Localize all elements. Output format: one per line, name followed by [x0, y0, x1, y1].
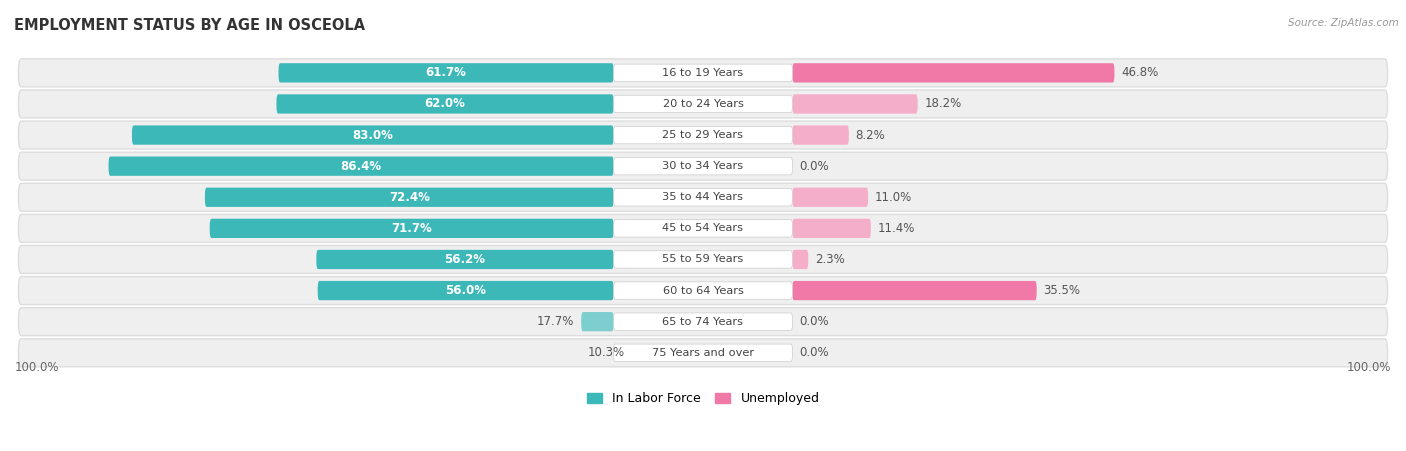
Text: 2.3%: 2.3%	[815, 253, 845, 266]
FancyBboxPatch shape	[613, 189, 793, 206]
FancyBboxPatch shape	[209, 219, 613, 238]
FancyBboxPatch shape	[793, 219, 870, 238]
FancyBboxPatch shape	[793, 250, 808, 269]
FancyBboxPatch shape	[18, 308, 1388, 336]
Text: 46.8%: 46.8%	[1122, 66, 1159, 79]
FancyBboxPatch shape	[108, 156, 613, 176]
Legend: In Labor Force, Unemployed: In Labor Force, Unemployed	[582, 387, 824, 410]
FancyBboxPatch shape	[613, 126, 793, 144]
FancyBboxPatch shape	[793, 63, 1115, 83]
Text: 0.0%: 0.0%	[800, 315, 830, 328]
FancyBboxPatch shape	[793, 94, 918, 114]
FancyBboxPatch shape	[316, 250, 613, 269]
Text: 16 to 19 Years: 16 to 19 Years	[662, 68, 744, 78]
FancyBboxPatch shape	[18, 152, 1388, 180]
FancyBboxPatch shape	[132, 125, 613, 145]
FancyBboxPatch shape	[277, 94, 613, 114]
FancyBboxPatch shape	[793, 125, 849, 145]
Text: 11.4%: 11.4%	[877, 222, 915, 235]
Text: 10.3%: 10.3%	[588, 346, 626, 359]
FancyBboxPatch shape	[613, 313, 793, 331]
FancyBboxPatch shape	[613, 282, 793, 299]
Text: 18.2%: 18.2%	[925, 97, 962, 110]
FancyBboxPatch shape	[18, 183, 1388, 211]
FancyBboxPatch shape	[613, 157, 793, 175]
Text: 25 to 29 Years: 25 to 29 Years	[662, 130, 744, 140]
FancyBboxPatch shape	[613, 95, 793, 113]
FancyBboxPatch shape	[613, 251, 793, 268]
Text: 11.0%: 11.0%	[875, 191, 912, 204]
Text: 83.0%: 83.0%	[353, 129, 394, 142]
Text: 45 to 54 Years: 45 to 54 Years	[662, 223, 744, 233]
Text: 72.4%: 72.4%	[389, 191, 430, 204]
FancyBboxPatch shape	[278, 63, 613, 83]
FancyBboxPatch shape	[205, 188, 613, 207]
FancyBboxPatch shape	[18, 276, 1388, 304]
FancyBboxPatch shape	[793, 188, 868, 207]
Text: 35 to 44 Years: 35 to 44 Years	[662, 192, 744, 202]
FancyBboxPatch shape	[613, 64, 793, 82]
FancyBboxPatch shape	[18, 90, 1388, 118]
Text: 0.0%: 0.0%	[800, 346, 830, 359]
FancyBboxPatch shape	[18, 245, 1388, 273]
Text: 61.7%: 61.7%	[426, 66, 467, 79]
Text: 56.0%: 56.0%	[446, 284, 486, 297]
Text: 71.7%: 71.7%	[391, 222, 432, 235]
Text: 35.5%: 35.5%	[1043, 284, 1081, 297]
FancyBboxPatch shape	[18, 339, 1388, 367]
Text: 55 to 59 Years: 55 to 59 Years	[662, 254, 744, 264]
Text: 86.4%: 86.4%	[340, 160, 381, 173]
Text: 60 to 64 Years: 60 to 64 Years	[662, 285, 744, 295]
Text: 20 to 24 Years: 20 to 24 Years	[662, 99, 744, 109]
Text: 100.0%: 100.0%	[15, 361, 59, 374]
Text: 100.0%: 100.0%	[1347, 361, 1391, 374]
FancyBboxPatch shape	[793, 281, 1036, 300]
FancyBboxPatch shape	[581, 312, 613, 331]
FancyBboxPatch shape	[318, 281, 613, 300]
Text: Source: ZipAtlas.com: Source: ZipAtlas.com	[1288, 18, 1399, 28]
Text: 56.2%: 56.2%	[444, 253, 485, 266]
FancyBboxPatch shape	[18, 121, 1388, 149]
Text: 30 to 34 Years: 30 to 34 Years	[662, 161, 744, 171]
Text: 0.0%: 0.0%	[800, 160, 830, 173]
Text: EMPLOYMENT STATUS BY AGE IN OSCEOLA: EMPLOYMENT STATUS BY AGE IN OSCEOLA	[14, 18, 366, 33]
Text: 75 Years and over: 75 Years and over	[652, 348, 754, 358]
FancyBboxPatch shape	[613, 220, 793, 237]
Text: 65 to 74 Years: 65 to 74 Years	[662, 317, 744, 327]
Text: 62.0%: 62.0%	[425, 97, 465, 110]
FancyBboxPatch shape	[18, 59, 1388, 87]
FancyBboxPatch shape	[613, 344, 793, 362]
Text: 17.7%: 17.7%	[537, 315, 574, 328]
Text: 8.2%: 8.2%	[856, 129, 886, 142]
FancyBboxPatch shape	[18, 214, 1388, 242]
